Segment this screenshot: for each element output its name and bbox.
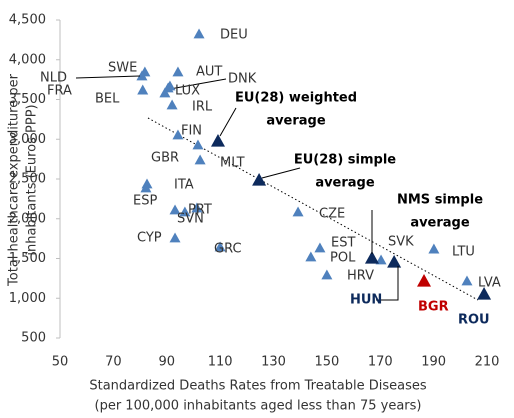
point-label: HUN xyxy=(350,293,382,308)
point xyxy=(194,154,206,165)
y-axis-label: inhabitants (Euros PPP) xyxy=(25,104,40,255)
point xyxy=(387,254,402,268)
point xyxy=(159,87,171,98)
point-label: average xyxy=(266,114,326,129)
x-tick-label: 50 xyxy=(52,355,69,370)
y-tick-label: 1,500 xyxy=(9,251,46,266)
point xyxy=(314,242,326,253)
y-tick-label: 4,500 xyxy=(9,13,46,28)
y-tick-label: 3,000 xyxy=(9,132,46,147)
point xyxy=(214,241,226,252)
point-label: EU(28) simple xyxy=(294,153,396,168)
point-label: SVN xyxy=(177,212,204,227)
point xyxy=(417,273,432,287)
y-tick-label: 1,000 xyxy=(9,291,46,306)
y-tick-label: 2,500 xyxy=(9,172,46,187)
point xyxy=(477,287,492,300)
y-axis-label: Total healthcare expenditure per xyxy=(7,73,22,287)
x-tick-label: 150 xyxy=(314,355,339,370)
point-label: BEL xyxy=(95,92,120,107)
x-tick-label: 190 xyxy=(421,355,446,370)
point-label: ESP xyxy=(133,194,157,209)
point-label: FIN xyxy=(181,124,202,139)
point-label: DEU xyxy=(220,28,248,43)
x-tick-label: 130 xyxy=(261,355,286,370)
y-tick-label: 2,000 xyxy=(9,211,46,226)
point xyxy=(375,254,387,265)
point xyxy=(321,269,333,280)
point xyxy=(140,182,152,193)
point-label: MLT xyxy=(220,156,245,171)
x-tick-label: 90 xyxy=(158,355,175,370)
point xyxy=(210,133,225,147)
point-label: AUT xyxy=(196,65,222,80)
point-label: SWE xyxy=(108,61,137,76)
point xyxy=(137,84,149,95)
y-tick-label: 500 xyxy=(21,331,46,346)
point-label: NMS simple xyxy=(397,193,483,208)
x-tick-label: 210 xyxy=(475,355,500,370)
point xyxy=(169,232,181,243)
point-label: average xyxy=(315,176,375,191)
point-label: CZE xyxy=(319,207,345,222)
point-label: ITA xyxy=(174,178,194,193)
x-tick-label: 70 xyxy=(105,355,122,370)
point-label: NLD xyxy=(40,71,67,86)
trend-line xyxy=(147,117,479,301)
point xyxy=(172,129,184,140)
y-tick-label: 3,500 xyxy=(9,92,46,107)
point xyxy=(428,243,440,254)
point xyxy=(179,206,191,217)
y-tick-label: 4,000 xyxy=(9,52,46,67)
point-label: LVA xyxy=(478,276,501,291)
point-label: LUX xyxy=(175,84,200,99)
point xyxy=(252,173,267,186)
point xyxy=(191,202,203,213)
point xyxy=(172,66,184,77)
point-label: CYP xyxy=(137,231,162,246)
point xyxy=(164,80,176,91)
point-label: ROU xyxy=(458,313,490,328)
x-axis-label: Standardized Deaths Rates from Treatable… xyxy=(89,379,427,394)
point-label: SVK xyxy=(388,235,414,250)
point-label: EU(28) weighted xyxy=(235,91,357,106)
point xyxy=(192,139,204,150)
point xyxy=(461,275,473,286)
point xyxy=(169,204,181,215)
leader-line xyxy=(75,75,141,79)
point-label: IRL xyxy=(192,100,213,115)
leader-line xyxy=(376,266,399,301)
point xyxy=(292,206,304,217)
point-label: POL xyxy=(330,251,356,266)
leader-line xyxy=(219,107,237,137)
point xyxy=(364,251,379,264)
point-label: LTU xyxy=(452,245,475,260)
point-label: EST xyxy=(331,236,355,251)
x-tick-label: 170 xyxy=(368,355,393,370)
point xyxy=(136,70,148,81)
x-axis-label: (per 100,000 inhabitants aged less than … xyxy=(95,399,422,414)
point xyxy=(305,251,317,262)
point-label: average xyxy=(410,216,470,231)
point-label: FRA xyxy=(47,84,72,99)
leader-line xyxy=(261,167,301,179)
point-label: HRV xyxy=(347,269,374,284)
point xyxy=(193,28,205,39)
x-tick-label: 110 xyxy=(208,355,233,370)
point-label: PRT xyxy=(188,203,212,218)
point-label: GRC xyxy=(214,242,242,257)
point-label: BGR xyxy=(418,300,449,315)
point-label: DNK xyxy=(228,72,257,87)
point xyxy=(166,99,178,110)
leader-line xyxy=(169,78,227,90)
point-label: GBR xyxy=(151,151,179,166)
